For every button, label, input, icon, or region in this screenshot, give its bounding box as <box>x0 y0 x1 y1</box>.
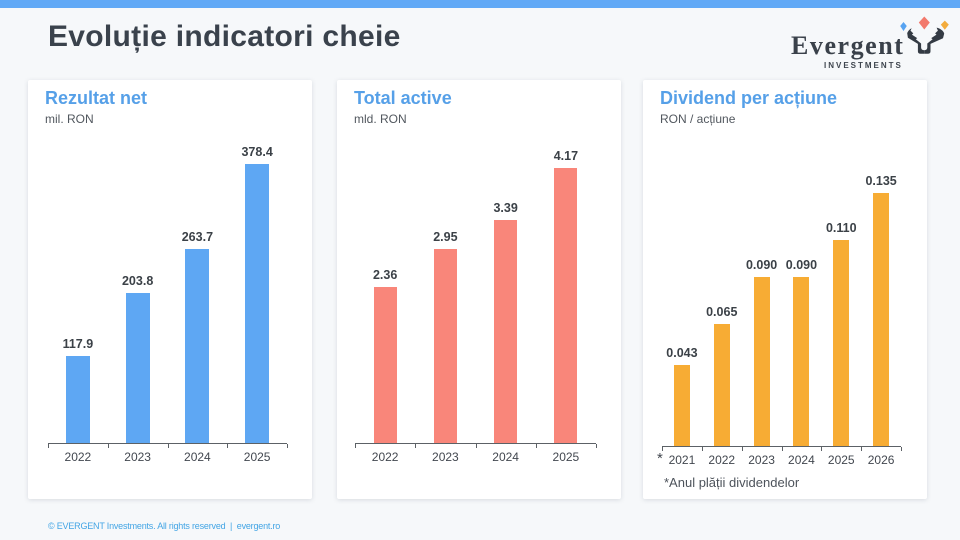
bar-2024 <box>185 249 210 443</box>
card-title: Dividend per acțiune <box>660 88 838 108</box>
axis-asterisk-note: * <box>657 450 663 467</box>
card-rezultat-net: Rezultat net mil. RON 117.9 2022 203.8 2023… <box>28 80 312 499</box>
diamond-blue-icon <box>900 22 907 31</box>
bar-2024 <box>494 220 518 443</box>
bar-chart-dividend: 0.043 2021 0.065 2022 0.090 2023 0.090 2024 0.11… <box>643 80 927 499</box>
axis-tick <box>415 444 417 448</box>
bar-2024 <box>793 277 810 446</box>
x-axis <box>662 446 901 447</box>
x-tick-label: 2021 <box>668 453 696 467</box>
logo-subtitle: INVESTMENTS <box>824 60 903 70</box>
logo-wordmark: Evergent <box>791 31 905 60</box>
card-subtitle: mld. RON <box>354 112 407 126</box>
bar-2023 <box>753 277 770 446</box>
axis-tick <box>861 447 863 451</box>
bar-2022 <box>713 324 730 446</box>
bar-2023 <box>125 293 150 443</box>
bull-head-mark <box>907 27 945 54</box>
x-tick-label: 2025 <box>827 453 855 467</box>
bar-value-label: 378.4 <box>241 145 273 159</box>
x-tick-label: 2025 <box>552 450 580 464</box>
axis-tick <box>227 444 229 448</box>
chart-footnote: *Anul plății dividendelor <box>664 475 800 490</box>
x-tick-label: 2024 <box>184 450 211 464</box>
x-tick-label: 2024 <box>788 453 815 467</box>
axis-tick <box>662 447 663 451</box>
axis-tick <box>355 444 356 448</box>
bar-chart-total-active: 2.36 2022 2.95 2023 3.39 2024 4.17 2025 <box>337 80 621 499</box>
top-accent-bar <box>0 0 960 8</box>
diamond-red-icon <box>918 16 930 30</box>
bar-value-label: 0.135 <box>865 174 897 188</box>
axis-tick <box>821 447 823 451</box>
bull-left-horn <box>907 28 925 54</box>
x-tick-label: 2023 <box>432 450 459 464</box>
bar-value-label: 263.7 <box>181 230 214 244</box>
bar-2025 <box>554 168 578 443</box>
bar-value-label: 4.17 <box>553 149 579 163</box>
axis-tick <box>781 447 783 451</box>
bar-value-label: 203.8 <box>121 274 154 288</box>
x-axis <box>355 443 596 444</box>
bar-2022 <box>65 356 90 443</box>
axis-tick <box>167 444 169 448</box>
bar-2021 <box>673 365 690 446</box>
footer-copyright: © EVERGENT Investments. All rights reser… <box>48 520 281 531</box>
axis-tick <box>535 444 537 448</box>
card-dividend: Dividend per acțiune RON / acțiune 0.043… <box>643 80 927 499</box>
bar-value-label: 0.065 <box>706 305 738 319</box>
axis-tick <box>287 444 288 448</box>
x-tick-label: 2024 <box>492 450 519 464</box>
bull-right-horn <box>924 27 945 54</box>
card-subtitle: mil. RON <box>45 112 94 126</box>
bar-chart-rezultat-net: 117.9 2022 203.8 2023 263.7 2024 378.4 2025 <box>28 80 312 499</box>
axis-tick <box>901 447 902 451</box>
x-tick-label: 2023 <box>748 453 775 467</box>
axis-tick <box>741 447 743 451</box>
x-tick-label: 2025 <box>243 450 271 464</box>
x-tick-label: 2026 <box>867 453 895 467</box>
card-subtitle: RON / acțiune <box>660 112 736 126</box>
bar-value-label: 0.110 <box>825 221 857 235</box>
bar-value-label: 0.090 <box>745 258 778 272</box>
bar-value-label: 2.36 <box>372 268 398 282</box>
bar-2025 <box>245 164 270 443</box>
bar-value-label: 3.39 <box>493 201 518 215</box>
bar-value-label: 0.043 <box>666 346 698 360</box>
x-tick-label: 2023 <box>124 450 151 464</box>
x-tick-label: 2022 <box>64 450 92 464</box>
axis-tick <box>107 444 109 448</box>
x-tick-label: 2022 <box>371 450 399 464</box>
axis-tick <box>596 444 597 448</box>
x-tick-label: 2022 <box>708 453 736 467</box>
bar-value-label: 117.9 <box>62 337 94 351</box>
card-total-active: Total active mld. RON 2.36 2022 2.95 2023 3.… <box>337 80 621 499</box>
diamond-orange-icon <box>940 20 949 30</box>
bar-value-label: 2.95 <box>433 230 458 244</box>
page-title: Evoluție indicatori cheie <box>48 20 401 53</box>
card-title: Total active <box>354 88 452 108</box>
bar-2025 <box>833 240 850 446</box>
x-axis <box>48 443 287 444</box>
bar-2026 <box>873 193 890 446</box>
axis-tick <box>701 447 703 451</box>
bar-value-label: 0.090 <box>785 258 818 272</box>
bull-head-icon <box>900 16 949 54</box>
card-title: Rezultat net <box>45 88 148 108</box>
axis-tick <box>48 444 49 448</box>
bar-2022 <box>373 287 397 443</box>
axis-tick <box>475 444 477 448</box>
bar-2023 <box>433 249 457 443</box>
company-logo: Evergent INVESTMENTS <box>780 8 960 78</box>
